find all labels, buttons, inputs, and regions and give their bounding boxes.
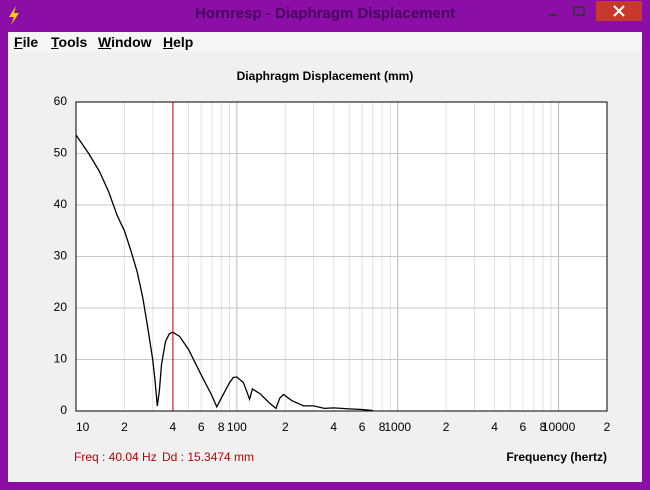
y-tick-label: 60 [54, 94, 68, 108]
x-axis-label: Frequency (hertz) [506, 450, 607, 464]
menu-bar: File Tools Window Help [8, 32, 642, 52]
x-tick-label: 100 [227, 420, 247, 434]
x-tick-label: 8 [379, 420, 386, 434]
x-tick-label: 6 [520, 420, 527, 434]
close-button[interactable] [596, 1, 642, 21]
x-tick-label: 8 [218, 420, 225, 434]
app-icon [9, 6, 19, 25]
x-tick-label: 2 [604, 420, 611, 434]
menu-item[interactable]: File [14, 34, 39, 50]
x-tick-label: 6 [359, 420, 366, 434]
plot-border [75, 101, 608, 412]
x-tick-label: 1000 [384, 420, 411, 434]
y-tick-label: 0 [60, 403, 67, 417]
status-text: Dd : 15.3474 mm [162, 450, 254, 464]
x-tick-label: 10000 [542, 420, 576, 434]
x-tick-label: 2 [282, 420, 289, 434]
menu-item[interactable]: Tools [51, 34, 88, 50]
x-tick-label: 8 [540, 420, 547, 434]
y-tick-label: 40 [54, 197, 68, 211]
data-line [75, 134, 373, 412]
minimize-button[interactable] [540, 1, 566, 21]
maximize-button[interactable] [566, 1, 592, 21]
x-tick-label: 2 [121, 420, 128, 434]
x-tick-label: 4 [170, 420, 177, 434]
chart-title: Diaphragm Displacement (mm) [237, 69, 414, 83]
y-tick-label: 20 [54, 300, 68, 314]
y-tick-label: 50 [54, 146, 68, 160]
menu-item[interactable]: Help [163, 34, 194, 50]
x-tick-label: 6 [198, 420, 205, 434]
y-tick-label: 30 [54, 249, 68, 263]
x-tick-label: 4 [491, 420, 498, 434]
status-text: Freq : 40.04 Hz [74, 450, 157, 464]
x-tick-label: 10 [76, 420, 90, 434]
window-title: Hornresp - Diaphragm Displacement [194, 5, 456, 22]
y-tick-label: 10 [54, 352, 68, 366]
menu-item[interactable]: Window [98, 34, 152, 50]
x-tick-label: 2 [443, 420, 450, 434]
x-tick-label: 4 [330, 420, 337, 434]
